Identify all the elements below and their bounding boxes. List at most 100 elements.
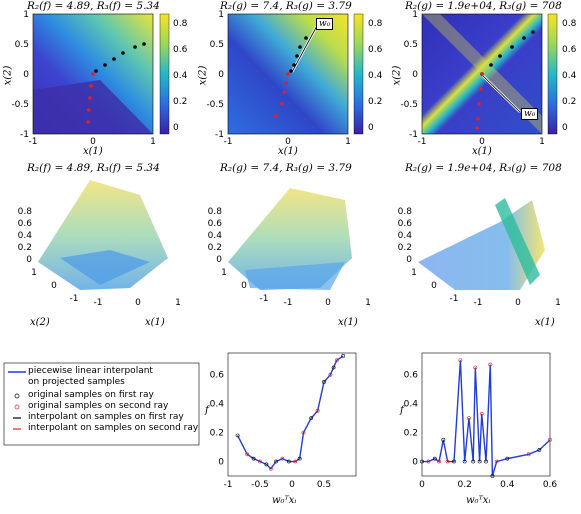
first-ray-point [304,36,308,40]
colorbar2-tick: 0.8 [368,19,383,29]
first-ray-point [510,45,514,49]
line-plot-2-sample [462,459,467,464]
heat3-xtick: 0 [479,137,485,147]
surf1-x1tick: 0 [135,298,141,308]
line-plot-2-sample [548,437,552,442]
line-plot-2-sample [484,459,488,464]
line-plot-1-sample [301,430,306,435]
surf3-x2tick: 0 [431,281,437,291]
surf3-x1tick: 1 [555,298,561,308]
surf2-ztick: 0.4 [208,231,223,241]
colorbar2-tick: 0.4 [368,71,383,81]
line-plot-2-series [422,360,551,477]
title-p3: R₂(g) = 1.9e+04, R₃(g) = 708 [405,0,562,12]
legend-item-1: piecewise linear interpolant [28,366,153,376]
xlabel-h1: x(1) [83,146,103,157]
first-ray-point [142,42,146,46]
surf1-ztick: 0.8 [18,207,33,217]
second-ray-point [479,87,483,91]
colorbar-3 [547,13,558,135]
colorbar3-tick: 0.2 [562,97,576,107]
line-plot-2-xtick: 0 [419,480,425,490]
ylabel-line-2: f [400,405,404,416]
first-ray-point [103,63,107,67]
xlabel-h3: x(1) [472,146,492,157]
ylabel-h3: x(2) [391,65,403,86]
second-ray-point [280,102,284,106]
xlabel-line-2: w₀ᵀxᵢ [466,495,491,506]
line-plot-2-sample [537,448,542,452]
colorbar3-tick: 0.6 [562,45,577,55]
line-plot-1-sample [268,466,273,471]
surf2-ztick: 0 [216,255,222,265]
line-plot-1-sample [315,408,320,413]
line-plot-1-series [236,355,344,470]
xlabel-line-1: w₀ᵀxᵢ [272,495,297,506]
surf2-x2tick: 1 [221,268,227,278]
second-ray-point [476,117,480,121]
heat2-ytick: 0 [218,70,224,80]
legend-item-4: original samples on second ray [28,401,169,411]
surf-xlabel-1: x(1) [145,317,165,328]
surf-ylabel-1: x(2) [30,317,50,328]
w0-label-2: w₀ [316,18,334,30]
w0-label-3: w₀ [521,108,539,120]
line-plot-2-sample [420,459,424,464]
line-plot-2-ytick: 0.4 [404,400,419,410]
first-ray-point [531,30,535,34]
surf3-x1tick: 0 [515,298,521,308]
line-plot-1-sample [274,459,278,464]
colorbar1-tick: 0.2 [173,97,187,107]
xlabel-h2: x(1) [278,146,298,157]
line-plot-1-sample [245,452,250,457]
heat3-ytick: -1 [409,130,418,140]
line-plot-1-ytick: 0.6 [210,371,225,381]
heat1-xtick: 1 [150,137,156,147]
line-plot-1-sample [309,416,314,421]
surf3-ztick: 0 [406,255,412,265]
second-ray-point [284,81,289,85]
line-plot-2-sample [441,437,446,442]
second-ray-point [475,126,480,130]
colorbar2-tick: 0 [368,123,374,133]
title-p2: R₂(g) = 7.4, R₃(g) = 3.79 [220,0,352,12]
line-plot-1-sample [293,459,298,464]
surf1-x1tick: 1 [175,298,181,308]
surf3-ztick: 0.2 [398,243,412,253]
line-plot-1-sample [251,456,256,461]
first-ray-point [133,45,137,49]
line-plot-1-xtick: 0.5 [317,480,331,490]
surf1-ztick: 0 [26,255,32,265]
line-plot-1-sample [341,353,346,358]
line-plot-1-ytick: 0.4 [210,400,225,410]
heat3-ytick: 0 [412,70,418,80]
line-plot-2-sample [473,365,478,370]
heat2-xtick: 1 [345,137,351,147]
title-p1: R₂(f) = 4.89, R₃(f) = 5.34 [27,0,160,12]
surf3-ztick: 0.8 [398,207,413,217]
line-plot-2-sample [479,411,484,416]
first-ray-point [112,57,116,61]
heat3-xtick: -1 [418,137,427,147]
colorbar-1 [159,13,170,135]
colorbar2-tick: 0.6 [368,45,383,55]
colorbar3-tick: 0.4 [562,71,577,81]
legend-item-2: on projected samples [28,377,125,387]
line-plot-1-sample [286,459,291,464]
second-ray-point [89,84,93,88]
surf2-x1tick: 0 [325,298,331,308]
line-plot-2-sample [445,459,450,464]
heat1-xtick: -1 [29,137,38,147]
legend-item-5: interpolant on samples on first ray [28,412,184,422]
line-plot-1-sample [322,380,326,384]
legend-item-3: original samples on first ray [28,390,154,400]
surf1-ztick: 0.2 [18,243,32,253]
colorbar1-tick: 0.8 [173,19,188,29]
first-ray-point [498,54,502,58]
title-s3: R₂(g) = 1.9e+04, R₃(g) = 708 [405,162,562,174]
line-plot-2-sample [505,456,510,461]
heat3-ytick: 1 [412,10,418,20]
heat2-ytick: -0.5 [206,100,224,110]
surf3-x1tick: -1 [474,298,483,308]
